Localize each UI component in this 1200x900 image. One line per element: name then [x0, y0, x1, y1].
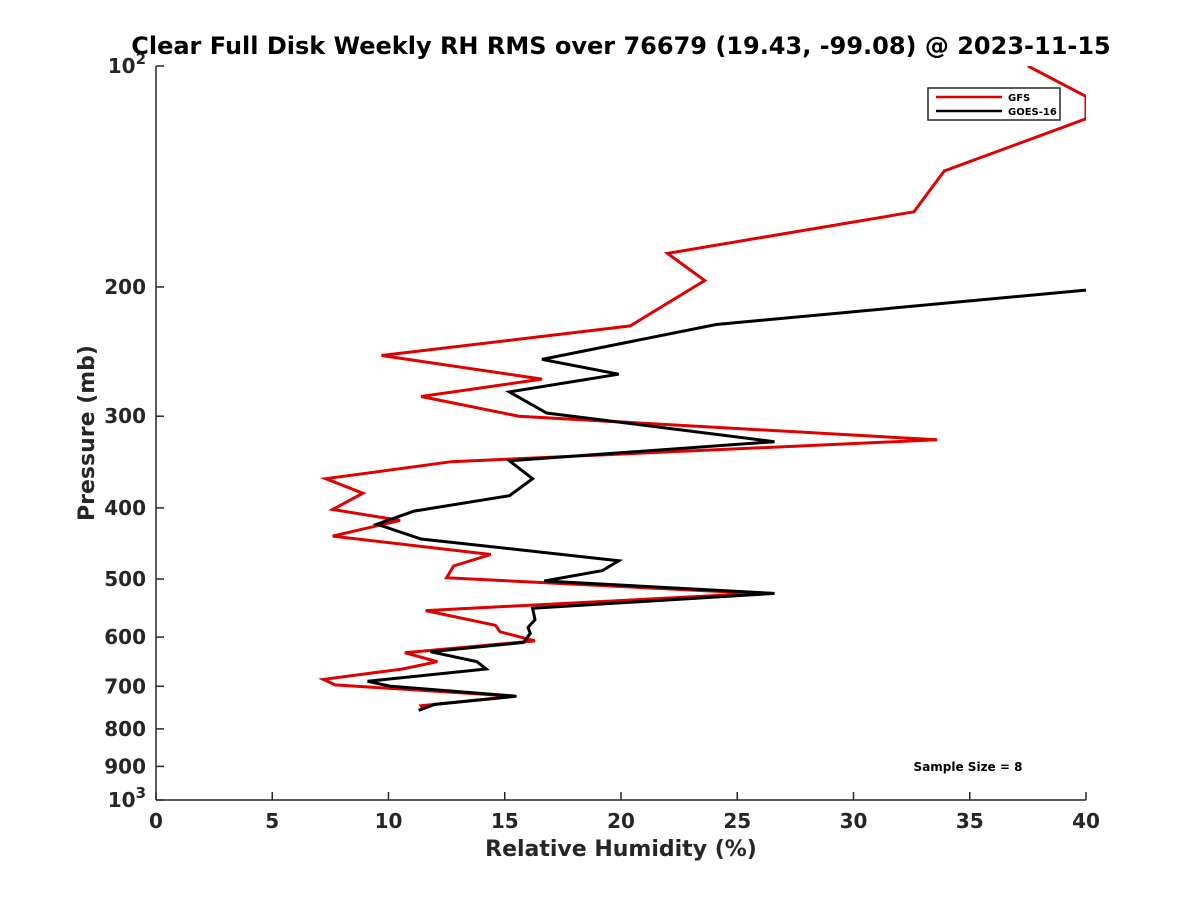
y-tick-label: 700 [104, 674, 146, 698]
y-tick-label: 600 [104, 625, 146, 649]
x-ticks: 0 5 10 15 20 25 30 35 40 [149, 792, 1100, 833]
y-tick-label: 900 [104, 754, 146, 778]
x-tick-label: 0 [149, 809, 163, 833]
x-tick-label: 10 [375, 809, 403, 833]
x-tick-label: 20 [607, 809, 635, 833]
x-tick-label: 30 [840, 809, 868, 833]
y-tick-label: 500 [104, 567, 146, 591]
x-tick-label: 35 [956, 809, 984, 833]
series-lines [318, 66, 1086, 712]
legend-label-gfs: GFS [1008, 93, 1030, 104]
y-tick-label: 800 [104, 717, 146, 741]
x-axis-label: Relative Humidity (%) [485, 837, 757, 862]
y-ticks: 102 200 300 400 500 600 700 800 900 103 [104, 50, 164, 812]
y-tick-label: 103 [108, 784, 146, 812]
x-tick-label: 15 [491, 809, 519, 833]
series-line-goes16 [367, 288, 1086, 712]
chart-title: Clear Full Disk Weekly RH RMS over 76679… [131, 32, 1111, 60]
y-tick-label: 102 [108, 50, 146, 78]
y-axis-label: Pressure (mb) [75, 345, 100, 521]
axes [155, 66, 1086, 801]
legend-label-goes16: GOES-16 [1008, 107, 1057, 118]
y-tick-label: 400 [104, 496, 146, 520]
x-tick-label: 25 [723, 809, 751, 833]
series-line-gfs [318, 66, 1086, 710]
legend: GFS GOES-16 [927, 87, 1061, 121]
x-tick-label: 5 [265, 809, 279, 833]
y-tick-label: 300 [104, 404, 146, 428]
legend-box [927, 87, 1061, 121]
sample-size-annotation: Sample Size = 8 [914, 760, 1023, 774]
y-tick-label: 200 [104, 275, 146, 299]
x-tick-label: 40 [1072, 809, 1100, 833]
